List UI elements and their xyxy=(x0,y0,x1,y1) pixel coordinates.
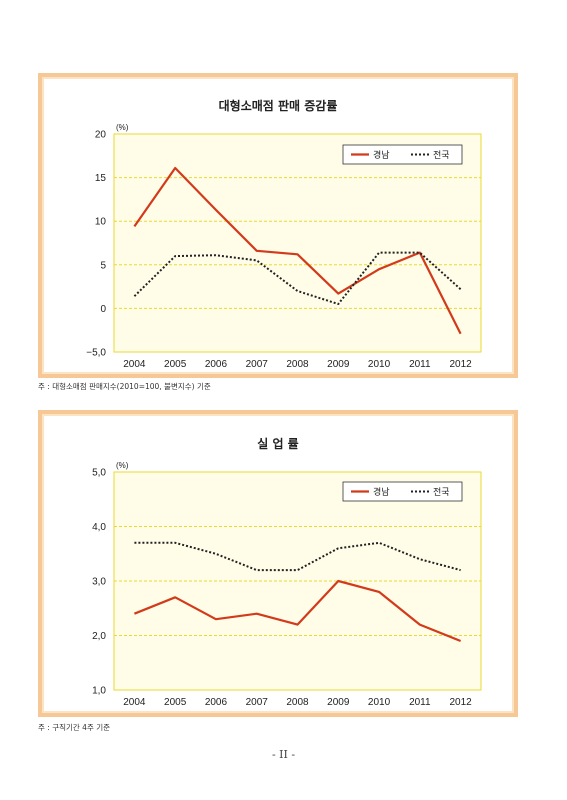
legend: 경남 전국 xyxy=(342,481,463,502)
x-tick-label: 2004 xyxy=(123,359,146,370)
retail-sales-chart: −5,0 0 5 10 15 20 (%) 2004 2005 2006 2007 2008 2009 2… xyxy=(86,123,482,370)
x-tick-label: 2006 xyxy=(205,697,228,708)
legend: 경남 전국 xyxy=(342,144,463,165)
x-tick-label: 2005 xyxy=(164,359,187,370)
legend-label: 경남 xyxy=(373,149,390,161)
series-line-전국 xyxy=(133,251,462,305)
y-tick-label: 15 xyxy=(95,173,107,184)
x-tick-label: 2012 xyxy=(449,359,472,370)
x-tick-label: 2004 xyxy=(123,697,146,708)
legend-label: 전국 xyxy=(433,150,450,161)
legend-label: 경남 xyxy=(373,486,390,498)
chart-note: 주 : 구직기간 4주 기준 xyxy=(38,723,111,732)
legend-box xyxy=(342,144,463,165)
x-tick-label: 2010 xyxy=(368,697,391,708)
y-tick-label: 10 xyxy=(95,217,107,228)
y-tick-label: 0 xyxy=(100,304,106,315)
y-tick-label: 2,0 xyxy=(92,631,106,642)
retail-sales-chart-panel: 대형소매점 판매 증감률 −5,0 0 5 10 15 20 (%) 2004 2005 2006… xyxy=(38,73,518,378)
x-tick-label: 2008 xyxy=(286,697,309,708)
chart-title: 실 업 률 xyxy=(257,437,299,451)
chart-title: 대형소매점 판매 증감률 xyxy=(218,99,338,113)
y-tick-label: 5 xyxy=(100,260,106,271)
x-tick-label: 2011 xyxy=(409,697,431,708)
y-tick-label: 1,0 xyxy=(92,686,106,697)
page-number: - II - xyxy=(271,748,296,761)
x-tick-label: 2009 xyxy=(327,359,350,370)
x-tick-label: 2010 xyxy=(368,359,391,370)
x-tick-label: 2005 xyxy=(164,697,187,708)
series-line-경남 xyxy=(133,166,462,335)
series-line-전국 xyxy=(134,541,461,572)
y-tick-label: 4,0 xyxy=(92,522,106,533)
unemployment-chart: 1,0 2,0 3,0 4,0 5,0 (%) 2004 2005 2006 2007 2008 20… xyxy=(92,461,482,708)
plot-area xyxy=(113,133,482,353)
y-tick-label: −5,0 xyxy=(86,348,106,359)
x-tick-label: 2006 xyxy=(205,359,228,370)
legend-box xyxy=(342,481,463,502)
x-tick-label: 2011 xyxy=(409,359,431,370)
x-tick-label: 2012 xyxy=(449,697,472,708)
x-tick-label: 2008 xyxy=(286,359,309,370)
x-tick-label: 2007 xyxy=(246,697,269,708)
unemployment-chart-panel: 실 업 률 1,0 2,0 3,0 4,0 5,0 (%) 2004 2005 2006 2007… xyxy=(38,410,518,717)
x-tick-label: 2007 xyxy=(246,359,269,370)
chart-note: 주 : 대형소매점 판매지수(2010=100, 불변지수) 기준 xyxy=(38,382,211,391)
y-axis-unit: (%) xyxy=(116,123,129,132)
y-tick-label: 5,0 xyxy=(92,468,106,479)
y-tick-label: 20 xyxy=(95,130,107,141)
y-axis-unit: (%) xyxy=(116,461,129,470)
legend-label: 전국 xyxy=(433,487,450,498)
y-tick-label: 3,0 xyxy=(92,577,106,588)
x-tick-label: 2009 xyxy=(327,697,350,708)
series-line-경남 xyxy=(133,579,462,643)
